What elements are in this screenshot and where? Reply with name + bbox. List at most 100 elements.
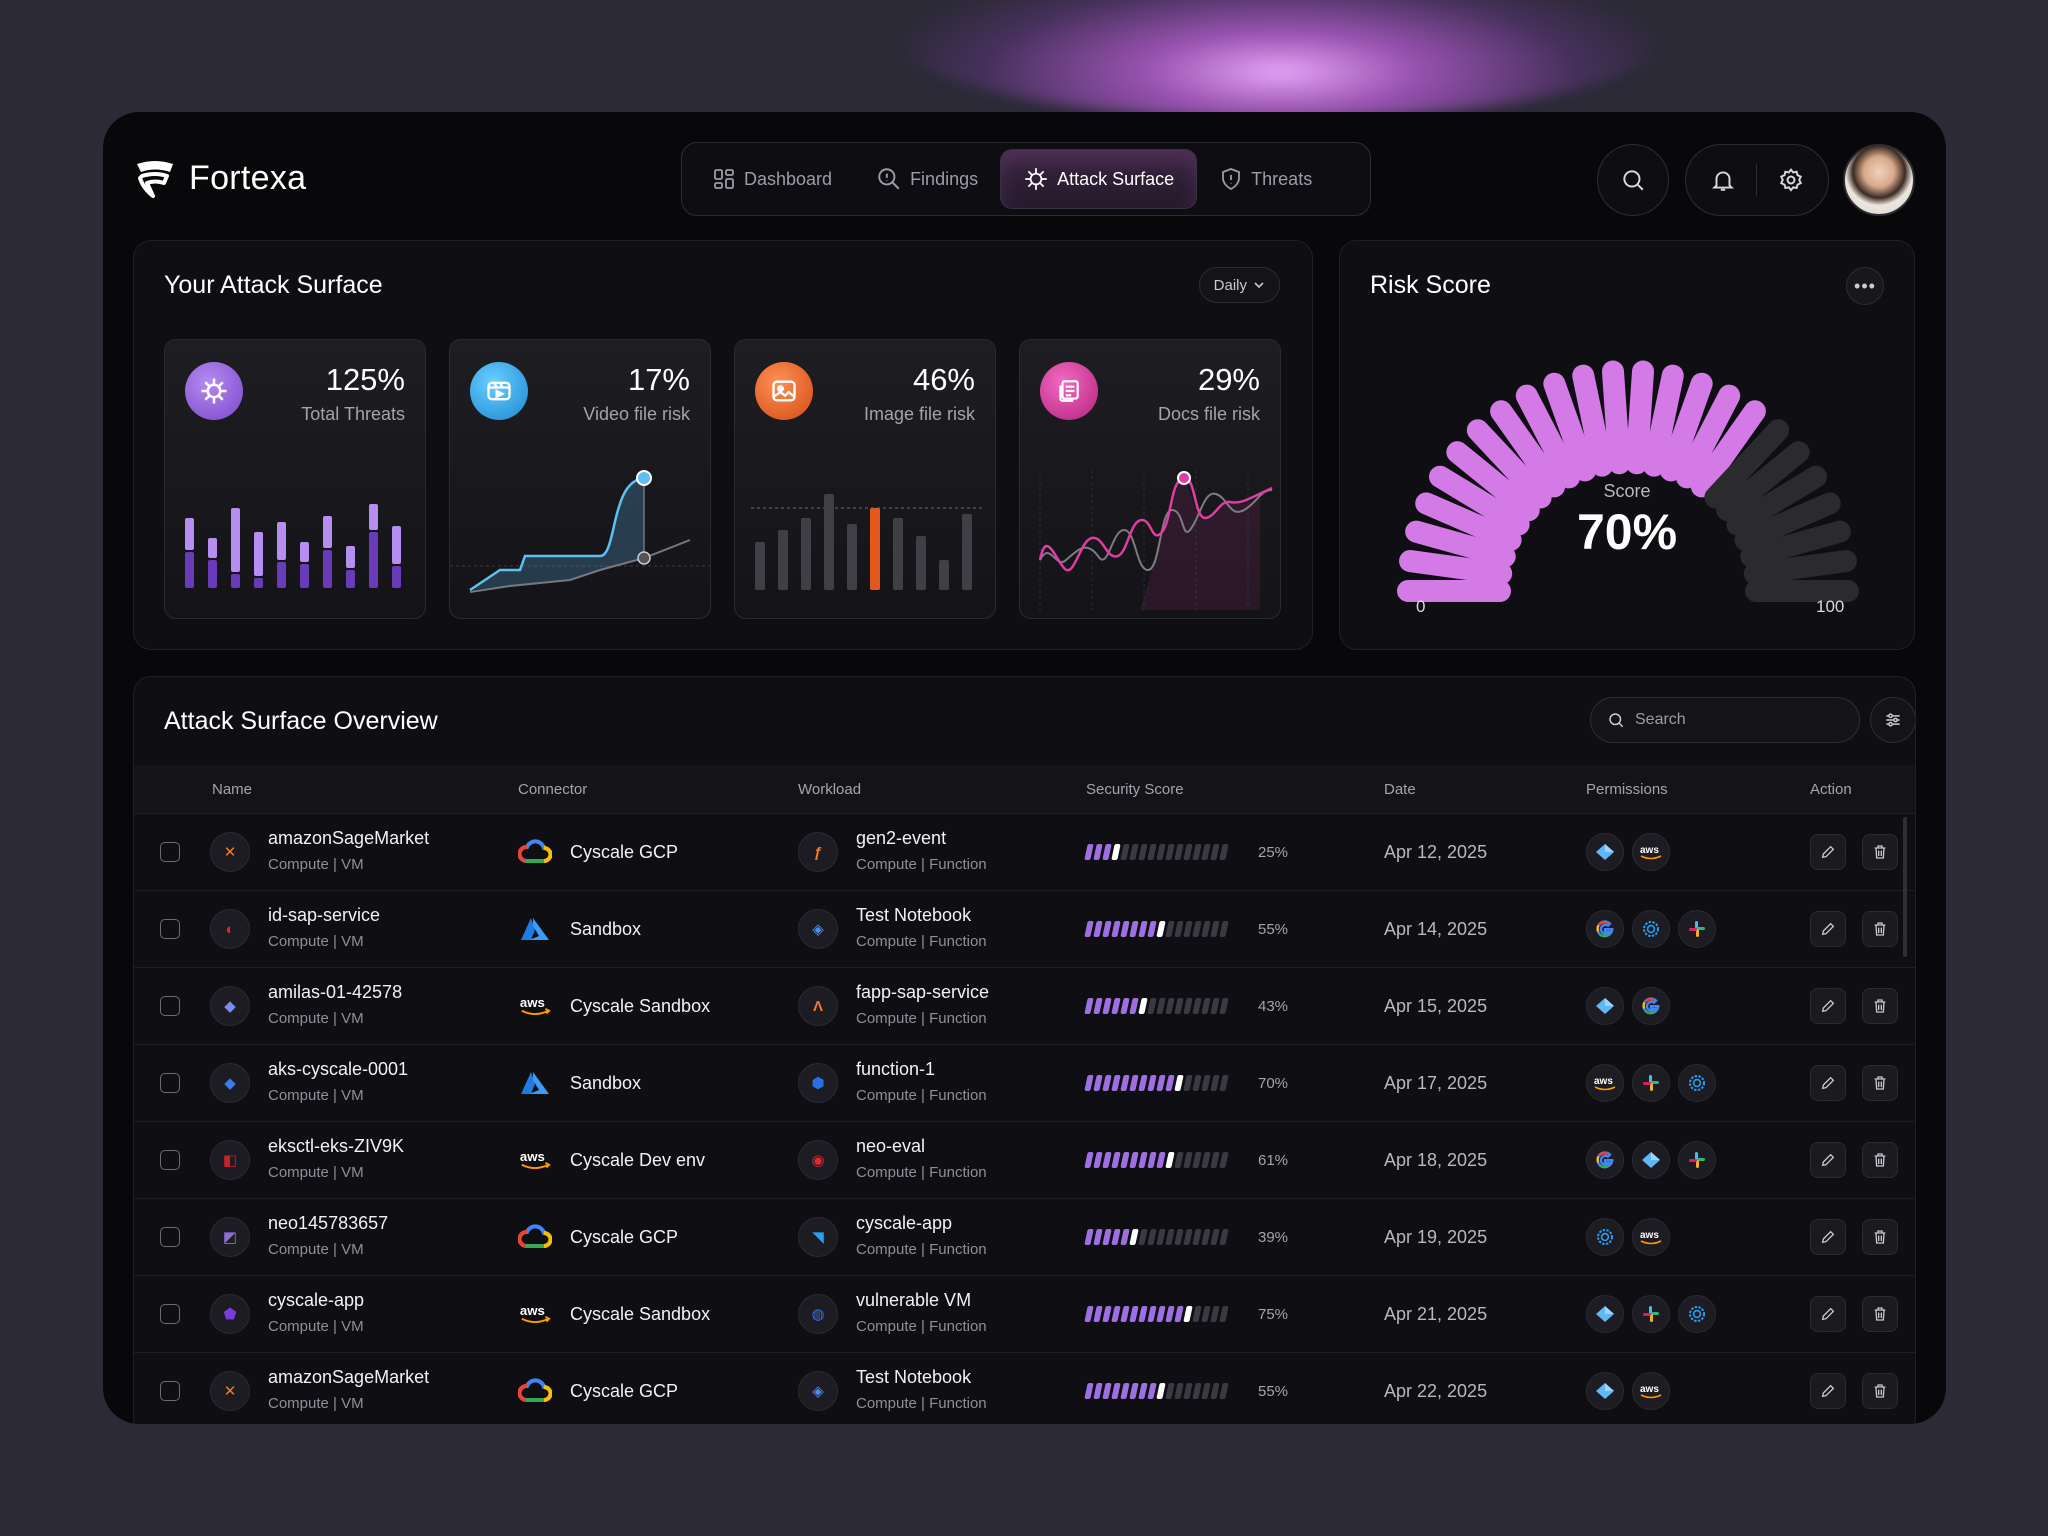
resource-name[interactable]: amazonSageMarket	[268, 1367, 430, 1387]
filter-button[interactable]	[1870, 697, 1915, 743]
connector-name[interactable]: Cyscale GCP	[570, 841, 679, 862]
search-button[interactable]	[1597, 144, 1669, 216]
avatar[interactable]	[1843, 144, 1915, 216]
col-name[interactable]: Name	[212, 780, 253, 798]
connector-name[interactable]: Sandbox	[570, 1072, 642, 1093]
bell-icon[interactable]	[1710, 167, 1736, 193]
edit-button[interactable]	[1810, 1296, 1846, 1332]
edit-button[interactable]	[1810, 1373, 1846, 1409]
table-row[interactable]: ◆ amilas-01-42578 Compute | VM aws Cysca…	[134, 967, 1915, 1044]
brand-logo[interactable]: Fortexa	[133, 156, 306, 200]
table-row[interactable]: ◆ aks-cyscale-0001 Compute | VM Sandbox …	[134, 1044, 1915, 1121]
workload-name[interactable]: vulnerable VM	[856, 1290, 972, 1310]
table-row[interactable]: ⬟ cyscale-app Compute | VM aws Cyscale S…	[134, 1275, 1915, 1352]
workload-name[interactable]: Test Notebook	[856, 1367, 972, 1387]
delete-button[interactable]	[1862, 911, 1898, 947]
gear-icon[interactable]	[1778, 167, 1804, 193]
workload-name[interactable]: Test Notebook	[856, 905, 972, 925]
resource-name[interactable]: neo145783657	[268, 1213, 389, 1233]
row-checkbox[interactable]	[160, 996, 180, 1016]
permission-azure[interactable]	[1632, 1141, 1670, 1179]
col-action[interactable]: Action	[1810, 780, 1852, 798]
permission-azure[interactable]	[1586, 1295, 1624, 1333]
delete-button[interactable]	[1862, 1373, 1898, 1409]
scrollbar[interactable]	[1903, 817, 1907, 957]
search-field[interactable]: Search	[1590, 697, 1860, 743]
permission-aws[interactable]: aws	[1586, 1064, 1624, 1102]
permission-google[interactable]	[1586, 910, 1624, 948]
image-risk-card[interactable]: 46% Image file risk	[734, 339, 996, 619]
delete-button[interactable]	[1862, 988, 1898, 1024]
table-row[interactable]: ◐ id-sap-service Compute | VM Sandbox ◈ …	[134, 890, 1915, 967]
row-checkbox[interactable]	[160, 1227, 180, 1247]
connector-name[interactable]: Cyscale Sandbox	[570, 995, 711, 1016]
resource-name[interactable]: eksctl-eks-ZIV9K	[268, 1136, 405, 1156]
col-date[interactable]: Date	[1384, 780, 1416, 798]
delete-button[interactable]	[1862, 1065, 1898, 1101]
permission-google[interactable]	[1632, 987, 1670, 1025]
resource-name[interactable]: amazonSageMarket	[268, 828, 430, 848]
period-select[interactable]: Daily	[1198, 267, 1280, 303]
delete-button[interactable]	[1862, 1142, 1898, 1178]
total-threats-card[interactable]: 125% Total Threats	[164, 339, 426, 619]
delete-button[interactable]	[1862, 1219, 1898, 1255]
docs-risk-card[interactable]: 29% Docs file risk	[1019, 339, 1281, 619]
permission-kubernetes[interactable]	[1678, 1064, 1716, 1102]
permission-aws[interactable]: aws	[1632, 833, 1670, 871]
permission-aws[interactable]: aws	[1632, 1218, 1670, 1256]
connector-name[interactable]: Cyscale Dev env	[570, 1149, 706, 1170]
tab-dashboard[interactable]: Dashboard	[690, 149, 854, 209]
permission-kubernetes[interactable]	[1678, 1295, 1716, 1333]
permission-azure[interactable]	[1586, 987, 1624, 1025]
permission-slack[interactable]	[1678, 910, 1716, 948]
table-row[interactable]: ✕ amazonSageMarket Compute | VM Cyscale …	[134, 813, 1915, 890]
table-row[interactable]: ◩ neo145783657 Compute | VM Cyscale GCP …	[134, 1198, 1915, 1275]
edit-button[interactable]	[1810, 911, 1846, 947]
edit-button[interactable]	[1810, 1219, 1846, 1255]
connector-name[interactable]: Cyscale GCP	[570, 1226, 679, 1247]
workload-name[interactable]: cyscale-app	[856, 1213, 953, 1233]
row-checkbox[interactable]	[160, 1304, 180, 1324]
permission-slack[interactable]	[1678, 1141, 1716, 1179]
row-checkbox[interactable]	[160, 1150, 180, 1170]
workload-name[interactable]: neo-eval	[856, 1136, 926, 1156]
workload-name[interactable]: gen2-event	[856, 828, 947, 848]
edit-button[interactable]	[1810, 1065, 1846, 1101]
more-options-button[interactable]: •••	[1846, 267, 1884, 305]
permission-slack[interactable]	[1632, 1295, 1670, 1333]
permission-slack[interactable]	[1632, 1064, 1670, 1102]
col-security-score[interactable]: Security Score	[1086, 780, 1184, 798]
resource-name[interactable]: id-sap-service	[268, 905, 381, 925]
edit-button[interactable]	[1810, 1142, 1846, 1178]
table-row[interactable]: ◧ eksctl-eks-ZIV9K Compute | VM aws Cysc…	[134, 1121, 1915, 1198]
row-checkbox[interactable]	[160, 919, 180, 939]
workload-name[interactable]: function-1	[856, 1059, 936, 1079]
permission-aws[interactable]: aws	[1632, 1372, 1670, 1410]
permission-kubernetes[interactable]	[1632, 910, 1670, 948]
permission-azure[interactable]	[1586, 1372, 1624, 1410]
connector-name[interactable]: Cyscale Sandbox	[570, 1303, 711, 1324]
workload-name[interactable]: fapp-sap-service	[856, 982, 990, 1002]
delete-button[interactable]	[1862, 834, 1898, 870]
table-row[interactable]: ✕ amazonSageMarket Compute | VM Cyscale …	[134, 1352, 1915, 1424]
tab-findings[interactable]: Findings	[854, 149, 1000, 209]
row-checkbox[interactable]	[160, 1073, 180, 1093]
col-connector[interactable]: Connector	[518, 780, 588, 798]
resource-name[interactable]: amilas-01-42578	[268, 982, 403, 1002]
row-checkbox[interactable]	[160, 842, 180, 862]
edit-button[interactable]	[1810, 834, 1846, 870]
permission-kubernetes[interactable]	[1586, 1218, 1624, 1256]
col-workload[interactable]: Workload	[798, 780, 862, 798]
tab-attack-surface[interactable]: Attack Surface	[1000, 149, 1198, 209]
col-permissions[interactable]: Permissions	[1586, 780, 1668, 798]
delete-button[interactable]	[1862, 1296, 1898, 1332]
permission-google[interactable]	[1586, 1141, 1624, 1179]
resource-name[interactable]: aks-cyscale-0001	[268, 1059, 409, 1079]
resource-name[interactable]: cyscale-app	[268, 1290, 365, 1310]
video-risk-card[interactable]: 17% Video file risk	[449, 339, 711, 619]
permission-azure[interactable]	[1586, 833, 1624, 871]
connector-name[interactable]: Cyscale GCP	[570, 1380, 679, 1401]
tab-threats[interactable]: Threats	[1197, 149, 1334, 209]
connector-name[interactable]: Sandbox	[570, 918, 642, 939]
edit-button[interactable]	[1810, 988, 1846, 1024]
